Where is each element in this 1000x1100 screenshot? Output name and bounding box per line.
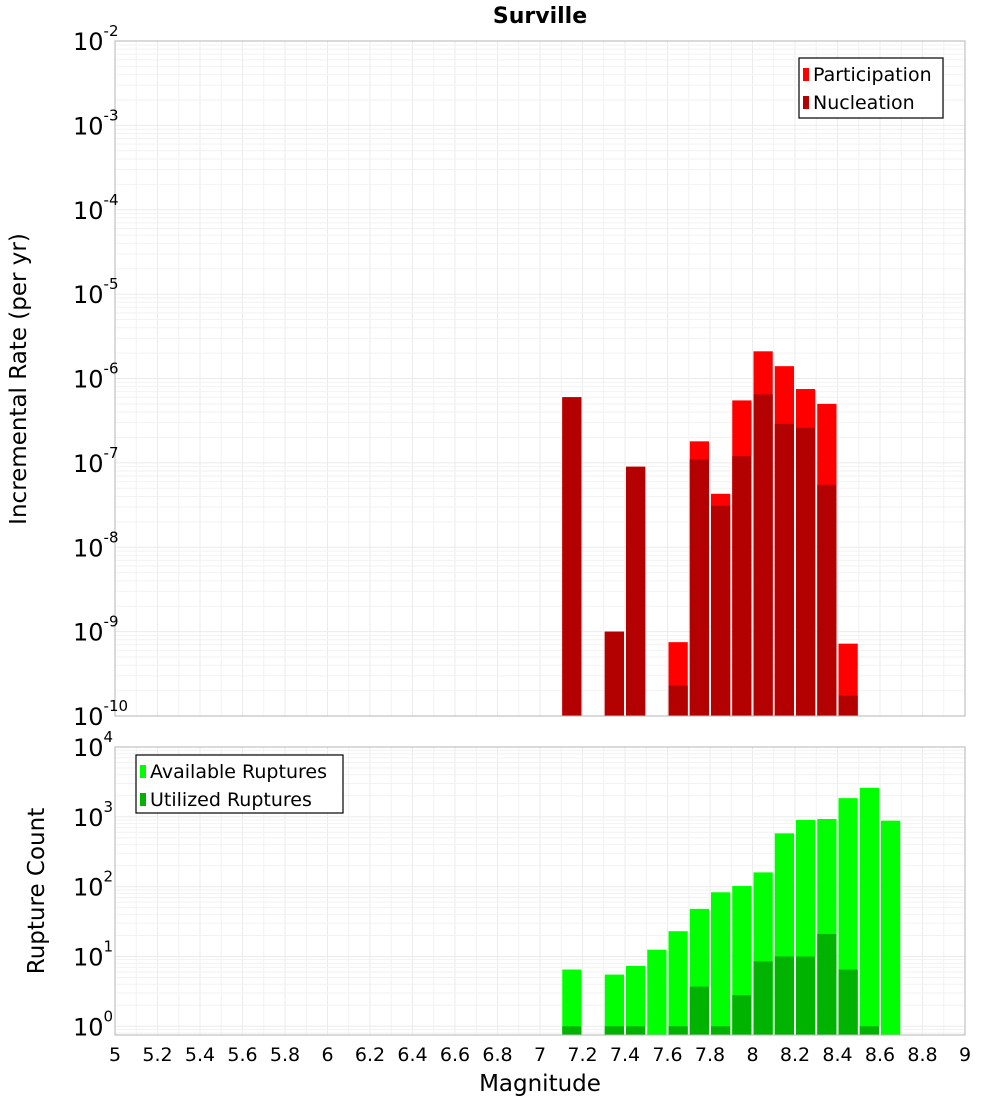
legend-label-available-ruptures: Available Ruptures [150, 761, 327, 783]
x-tick-label: 8.6 [865, 1044, 895, 1066]
x-axis-title: Magnitude [479, 1071, 601, 1097]
bar-utilized-ruptures [732, 995, 752, 1035]
bar-utilized-ruptures [817, 933, 837, 1035]
x-tick-label: 5.8 [270, 1044, 300, 1066]
bar-utilized-ruptures [774, 956, 794, 1035]
x-tick-label: 9 [959, 1044, 971, 1066]
x-tick-label: 7.6 [652, 1044, 682, 1066]
y-tick-label: 101 [73, 937, 113, 971]
bar-available-ruptures [881, 820, 901, 1035]
bar-nucleation [711, 505, 731, 716]
y-tick-label: 10-8 [73, 528, 119, 562]
bar-available-ruptures [711, 892, 731, 1035]
y-tick-label: 104 [73, 728, 113, 762]
y-tick-label: 100 [73, 1007, 113, 1041]
bar-nucleation [604, 631, 624, 716]
bar-utilized-ruptures [838, 969, 858, 1035]
legend-label-participation: Participation [813, 64, 932, 86]
x-tick-label: 7.4 [610, 1044, 640, 1066]
x-tick-label: 8.2 [780, 1044, 810, 1066]
bar-nucleation [796, 427, 816, 716]
y-tick-label: 10-3 [73, 106, 119, 140]
legend-label-utilized-ruptures: Utilized Ruptures [150, 789, 312, 811]
bar-utilized-ruptures [668, 1026, 688, 1035]
y-tick-labels: 10-10 10-9 10-8 10-7 10-6 10-5 10-4 10-3 10-2 [73, 22, 128, 731]
y-axis-title-rate: Incremental Rate (per yr) [6, 233, 32, 525]
legend-box [135, 754, 344, 814]
chart-title: Surville [493, 4, 587, 29]
bar-available-ruptures [859, 787, 879, 1035]
x-tick-label: 6.4 [397, 1044, 427, 1066]
y-tick-label: 102 [73, 868, 113, 902]
legend-swatch-available-ruptures [140, 765, 146, 778]
legend-label-nucleation: Nucleation [813, 92, 915, 114]
y-tick-label: 103 [73, 798, 113, 832]
bar-available-ruptures [562, 969, 582, 1035]
grid [114, 40, 966, 717]
bar-nucleation [817, 484, 837, 716]
x-tick-label: 6.8 [482, 1044, 512, 1066]
bar-nucleation [689, 459, 709, 716]
bar-utilized-ruptures [711, 1026, 731, 1035]
count-panel: 100 101 102 103 104 5 5.2 5.4 5.6 5.8 6 6.2 6.4 6.6 6.… [73, 728, 971, 1066]
legend-swatch-utilized-ruptures [140, 793, 146, 806]
bar-nucleation [753, 394, 773, 716]
x-tick-label: 6.6 [440, 1044, 470, 1066]
bar-utilized-ruptures [689, 986, 709, 1035]
series-utilized-ruptures [562, 933, 879, 1035]
x-tick-label: 8 [746, 1044, 758, 1066]
x-tick-labels: 5 5.2 5.4 5.6 5.8 6 6.2 6.4 6.6 6.8 7 7.2 7.4 7.6 7.8 8… [109, 1044, 971, 1066]
bar-available-ruptures [647, 949, 667, 1035]
bar-nucleation [732, 456, 752, 716]
legend-swatch-participation [803, 68, 809, 81]
bar-available-ruptures [668, 931, 688, 1035]
bar-nucleation [838, 695, 858, 716]
x-tick-label: 7.8 [695, 1044, 725, 1066]
legend-swatch-nucleation [803, 96, 809, 109]
x-tick-label: 5.2 [142, 1044, 172, 1066]
legend-box [798, 57, 944, 119]
bar-utilized-ruptures [604, 1026, 624, 1035]
bar-nucleation [668, 685, 688, 716]
x-tick-label: 5.4 [185, 1044, 215, 1066]
x-tick-label: 6.2 [355, 1044, 385, 1066]
bar-utilized-ruptures [562, 1026, 582, 1035]
bar-utilized-ruptures [626, 1026, 646, 1035]
y-axis-title-count: Rupture Count [24, 808, 50, 974]
x-tick-label: 7 [534, 1044, 546, 1066]
bar-utilized-ruptures [796, 956, 816, 1035]
y-tick-labels: 100 101 102 103 104 [73, 728, 113, 1041]
bar-utilized-ruptures [859, 1026, 879, 1035]
x-tick-label: 7.2 [567, 1044, 597, 1066]
bar-nucleation [562, 397, 582, 716]
plot-frame [114, 746, 966, 1036]
bar-nucleation [774, 423, 794, 716]
x-tick-label: 6 [321, 1044, 333, 1066]
bar-available-ruptures [626, 966, 646, 1035]
bar-nucleation [626, 466, 646, 716]
x-tick-label: 5.6 [227, 1044, 257, 1066]
y-tick-label: 10-10 [73, 697, 128, 731]
x-tick-label: 8.8 [907, 1044, 937, 1066]
series-nucleation [562, 394, 858, 716]
y-tick-label: 10-5 [73, 275, 119, 309]
y-tick-label: 10-9 [73, 613, 119, 647]
y-tick-label: 10-2 [73, 22, 119, 56]
rate-panel: 10-10 10-9 10-8 10-7 10-6 10-5 10-4 10-3 10-2 Par… [73, 22, 966, 731]
y-tick-label: 10-7 [73, 444, 119, 478]
x-tick-label: 8.4 [822, 1044, 852, 1066]
y-tick-label: 10-6 [73, 360, 119, 394]
legend: Available Ruptures Utilized Ruptures [135, 754, 344, 814]
x-tick-label: 5 [109, 1044, 121, 1066]
plot-frame [114, 40, 966, 717]
legend: Participation Nucleation [798, 57, 944, 119]
bar-available-ruptures [604, 974, 624, 1035]
bar-utilized-ruptures [753, 961, 773, 1035]
y-tick-label: 10-4 [73, 191, 119, 225]
